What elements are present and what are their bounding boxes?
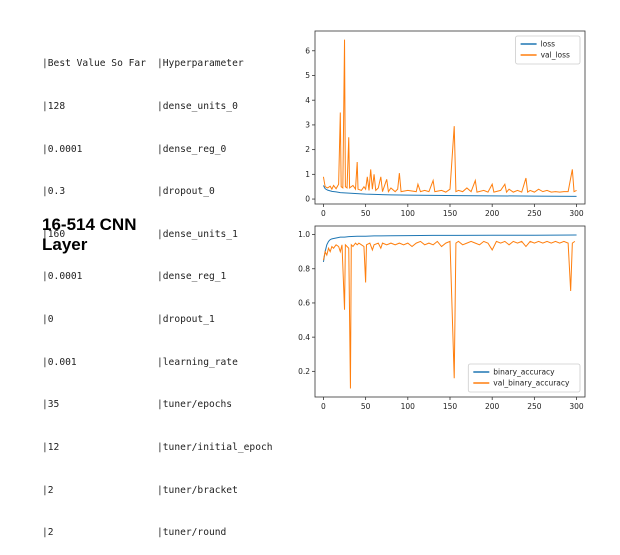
best-value-cell: |2 — [42, 484, 54, 496]
legend: loss val_loss — [515, 35, 581, 65]
x-tick-label: 200 — [485, 402, 500, 411]
x-tick-label: 200 — [485, 209, 500, 218]
model-caption: 16-514 CNN Layer — [42, 215, 137, 255]
x-tick-label: 300 — [569, 209, 584, 218]
y-tick-label: 0.2 — [298, 367, 310, 376]
table-row: |128 |dense_units_0 — [42, 100, 292, 114]
loss-chart: 0 50 100 150 200 250 300 0 1 2 3 4 5 6 loss val_loss — [305, 30, 586, 218]
hyperparameter-cell: |dropout_0 — [157, 186, 215, 198]
y-tick-label: 0.4 — [298, 333, 310, 342]
series-line-val-loss — [322, 39, 577, 194]
y-tick-label: 1 — [305, 170, 310, 179]
best-value-cell: |12 — [42, 441, 60, 453]
legend-label: val_loss — [541, 51, 570, 60]
best-value-cell: |35 — [42, 399, 60, 411]
legend: binary_accuracy val_binary_accuracy — [467, 363, 581, 393]
best-value-cell: |0.3 — [42, 186, 66, 198]
series-line-loss — [322, 185, 577, 197]
best-value-cell: |0.0001 — [42, 143, 83, 155]
x-tick-label: 100 — [401, 402, 416, 411]
best-value-cell: |160 — [42, 228, 66, 240]
y-tick-label: 6 — [305, 46, 310, 55]
caption-line-2: Layer — [42, 235, 88, 254]
caption-line-1: 16-514 CNN — [42, 215, 137, 234]
hyperparameter-cell: |dense_units_0 — [157, 101, 238, 113]
x-tick-label: 100 — [401, 209, 416, 218]
table-row: |0.001 |learning_rate — [42, 356, 292, 370]
table-row: |0.0001 |dense_reg_1 — [42, 270, 292, 284]
x-tick-label: 150 — [443, 209, 458, 218]
table-row: |0.3 |dropout_0 — [42, 185, 292, 199]
legend-label: val_binary_accuracy — [493, 379, 570, 388]
x-tick-label: 150 — [443, 402, 458, 411]
best-value-cell: |0.0001 — [42, 271, 83, 283]
y-tick-label: 0.8 — [298, 264, 310, 273]
series-line-val-binary-accuracy — [322, 240, 576, 389]
y-tick-label: 0.6 — [298, 299, 310, 308]
table-row: |2 |tuner/round — [42, 526, 292, 540]
hyperparameter-cell: |dense_reg_0 — [157, 143, 227, 155]
best-value-cell: |0.001 — [42, 356, 77, 368]
legend-label: binary_accuracy — [493, 368, 555, 377]
table-row: |2 |tuner/bracket — [42, 484, 292, 498]
hyperparameter-table: |Best Value So Far |Hyperparameter |128 |… — [42, 29, 292, 555]
hyperparameter-cell: |dropout_1 — [157, 314, 215, 326]
x-tick-label: 0 — [321, 209, 326, 218]
y-tick-label: 1.0 — [298, 230, 310, 239]
hyperparameter-cell: |dense_units_1 — [157, 228, 238, 240]
legend-box — [515, 35, 581, 65]
x-tick-label: 0 — [321, 402, 326, 411]
hyperparameter-cell: |learning_rate — [157, 356, 238, 368]
best-value-cell: |0 — [42, 314, 54, 326]
header-best-value: |Best Value So Far — [42, 58, 146, 70]
hyperparameter-cell: |dense_reg_1 — [157, 271, 227, 283]
y-tick-label: 3 — [305, 121, 310, 130]
table-row: |0.0001 |dense_reg_0 — [42, 143, 292, 157]
legend-box — [467, 363, 581, 393]
best-value-cell: |128 — [42, 101, 66, 113]
x-tick-label: 250 — [527, 209, 542, 218]
table-row: |35 |tuner/epochs — [42, 398, 292, 412]
hyperparameter-cell: |tuner/bracket — [157, 484, 238, 496]
x-tick-label: 50 — [361, 402, 371, 411]
hyperparameter-cell: |tuner/round — [157, 527, 227, 539]
header-hyperparameter: |Hyperparameter — [157, 58, 244, 70]
x-tick-label: 250 — [527, 402, 542, 411]
accuracy-chart: 0 50 100 150 200 250 300 0.2 0.4 0.6 0.8 1.0 binary_… — [298, 225, 586, 411]
hyperparameter-cell: |tuner/initial_epoch — [157, 441, 273, 453]
best-value-cell: |2 — [42, 527, 54, 539]
y-tick-label: 0 — [305, 195, 310, 204]
legend-label: loss — [541, 40, 556, 49]
table-header-row: |Best Value So Far |Hyperparameter — [42, 57, 292, 71]
hyperparameter-cell: |tuner/epochs — [157, 399, 233, 411]
x-tick-label: 300 — [569, 402, 584, 411]
table-row: |160 |dense_units_1 — [42, 228, 292, 242]
table-row: |0 |dropout_1 — [42, 313, 292, 327]
y-tick-label: 5 — [305, 71, 310, 80]
y-tick-label: 2 — [305, 145, 310, 154]
x-tick-label: 50 — [361, 209, 371, 218]
series-line-binary-accuracy — [322, 234, 577, 262]
y-tick-label: 4 — [305, 96, 310, 105]
table-row: |12 |tuner/initial_epoch — [42, 441, 292, 455]
